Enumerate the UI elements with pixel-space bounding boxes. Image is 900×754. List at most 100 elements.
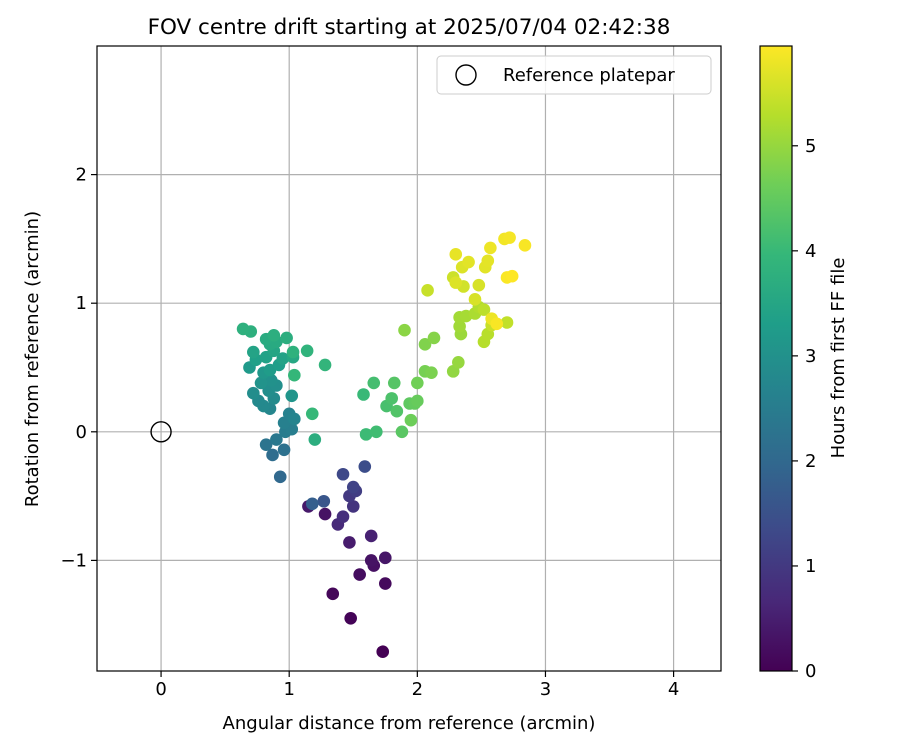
x-axis-label: Angular distance from reference (arcmin) (223, 713, 596, 734)
data-point (385, 392, 399, 405)
x-tick-label: 0 (155, 679, 166, 700)
colorbar-tick-label: 2 (805, 451, 816, 472)
data-point (398, 323, 411, 337)
colorbar-tick-label: 3 (805, 346, 816, 367)
data-point (378, 551, 392, 565)
data-point (481, 254, 495, 268)
data-point (254, 376, 268, 390)
data-point (318, 358, 332, 372)
data-point (387, 376, 401, 390)
x-tick-label: 2 (412, 679, 423, 700)
data-point (305, 497, 319, 511)
data-point (364, 554, 378, 567)
data-point (266, 448, 279, 462)
colorbar: 0 1 2 3 4 5 Hours from first FF file (759, 45, 849, 682)
data-point (273, 470, 287, 484)
data-point (484, 241, 497, 255)
colorbar-tick-label: 1 (805, 556, 816, 577)
data-point (395, 425, 409, 439)
data-point (449, 276, 463, 289)
y-tick-label: −1 (60, 550, 87, 571)
reference-platepar-marker (150, 421, 172, 443)
data-point (427, 331, 441, 345)
data-point (247, 345, 260, 359)
plot-frame (96, 45, 722, 672)
colorbar-label: Hours from first FF file (828, 258, 849, 459)
data-point (270, 433, 283, 446)
data-point (505, 269, 519, 283)
data-point (277, 443, 291, 457)
y-tick-label: 1 (76, 293, 87, 314)
data-point (353, 568, 366, 581)
data-point (453, 320, 466, 333)
data-point (288, 412, 301, 426)
colorbar-gradient (759, 45, 793, 672)
data-point (418, 338, 432, 351)
data-point (490, 317, 504, 331)
x-tick-label: 4 (668, 679, 679, 700)
data-point (462, 255, 475, 269)
data-point (280, 331, 293, 345)
data-point (358, 460, 372, 473)
data-point (305, 407, 319, 421)
data-point (367, 376, 381, 390)
data-point (404, 413, 418, 427)
data-point (468, 293, 482, 306)
data-point (390, 404, 404, 418)
data-point (264, 374, 278, 387)
data-point (472, 278, 486, 292)
legend-box (436, 55, 712, 95)
legend-entry-label: Reference platepar (503, 65, 675, 86)
chart-title: FOV centre drift starting at 2025/07/04 … (148, 15, 671, 40)
grid-layer (97, 46, 721, 671)
data-point (357, 388, 370, 401)
data-point (308, 433, 322, 446)
colorbar-tick-label: 4 (805, 241, 816, 262)
y-tick-label: 2 (76, 165, 87, 186)
data-point (318, 507, 332, 521)
data-point (359, 428, 373, 441)
x-tick-label: 1 (283, 679, 294, 700)
data-point (346, 480, 360, 494)
colorbar-tick-label: 5 (805, 136, 816, 157)
data-point (285, 389, 299, 403)
legend-marker-icon (455, 64, 477, 86)
data-point (343, 536, 356, 549)
data-point (378, 577, 392, 590)
data-point (336, 467, 350, 481)
data-point (336, 510, 350, 523)
data-point (364, 529, 378, 543)
data-point (477, 303, 491, 316)
data-point (267, 329, 281, 342)
data-point (346, 500, 360, 513)
x-tick-label: 3 (540, 679, 551, 700)
data-point (370, 425, 383, 439)
data-point (317, 494, 331, 508)
data-point (286, 345, 300, 359)
legend: Reference platepar (436, 55, 712, 95)
data-point (518, 239, 532, 252)
data-point (276, 352, 290, 365)
data-point (344, 611, 358, 625)
data-point (247, 386, 260, 400)
data-point (421, 284, 434, 297)
data-point (449, 248, 463, 261)
data-point (300, 344, 314, 358)
data-point (500, 316, 514, 329)
axes-layer: 0 1 2 3 4 −1 0 1 2 (60, 45, 722, 700)
colorbar-tick-label: 0 (805, 661, 816, 682)
data-point (259, 438, 273, 451)
data-point (326, 587, 340, 601)
data-point (288, 368, 301, 382)
points-layer (150, 231, 532, 659)
data-point (503, 231, 516, 244)
data-point (376, 645, 390, 659)
data-point (411, 394, 424, 408)
y-axis-label: Rotation from reference (arcmin) (22, 211, 43, 507)
y-tick-label: 0 (76, 422, 87, 443)
data-point (425, 366, 438, 379)
data-point (236, 322, 250, 336)
colorbar-ticks: 0 1 2 3 4 5 (792, 136, 816, 682)
